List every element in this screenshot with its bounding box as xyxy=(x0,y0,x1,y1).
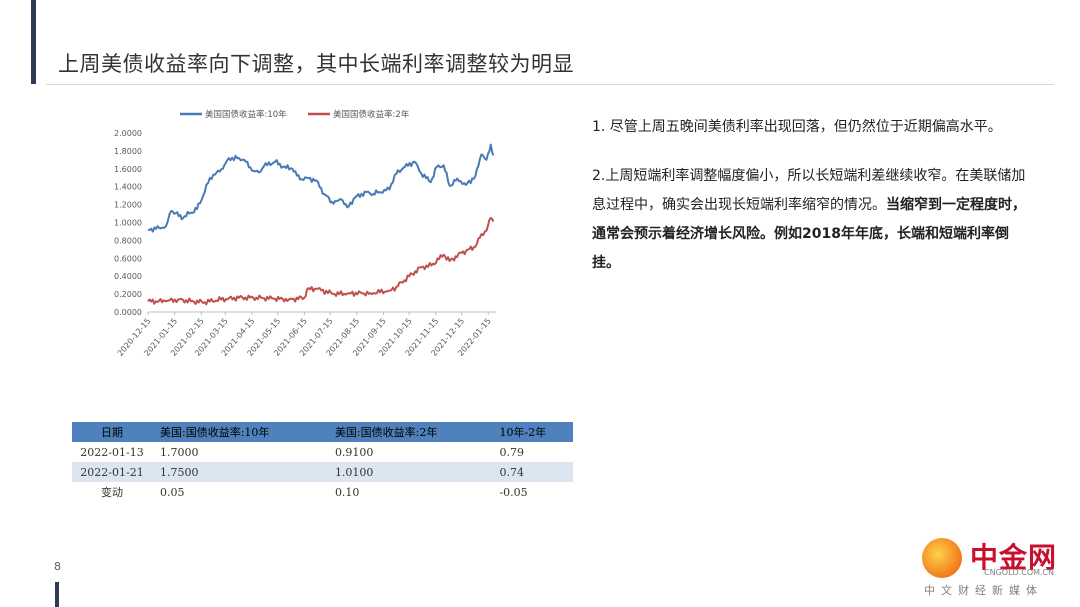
table-cell: 变动 xyxy=(101,486,123,499)
logo-domain: CNGOLD.COM.CN xyxy=(984,568,1055,577)
table-row: 变动 0.05 0.10 -0.05 xyxy=(72,482,573,502)
legend-label-10y: 美国国债收益率:10年 xyxy=(205,109,287,120)
y-tick-label: 1.6000 xyxy=(114,165,142,174)
footer-accent-bar xyxy=(55,582,59,607)
y-tick-label: 1.2000 xyxy=(114,201,142,210)
y-tick-label: 0.8000 xyxy=(114,236,142,245)
y-tick-label: 0.4000 xyxy=(114,272,142,281)
yield-table: 日期 美国:国债收益率:10年 美国:国债收益率:2年 10年-2年 2022-… xyxy=(72,422,573,502)
legend: 美国国债收益率:10年 美国国债收益率:2年 xyxy=(180,109,410,120)
logo-wordmark: 中金网 xyxy=(970,541,1058,574)
table-header-10y: 美国:国债收益率:10年 xyxy=(152,422,327,442)
y-tick-label: 1.0000 xyxy=(114,219,142,228)
table-cell: 0.74 xyxy=(491,462,573,482)
table-header-spread: 10年-2年 xyxy=(491,422,573,442)
note-2: 2.上周短端利率调整幅度偏小，所以长短端利差继续收窄。在美联储加息过程中，确实会… xyxy=(592,162,1032,278)
title-divider xyxy=(46,84,1054,85)
y-tick-label: 1.8000 xyxy=(114,147,142,156)
logo-tagline: 中文财经新媒体 xyxy=(924,584,1043,597)
commentary: 1. 尽管上周五晚间美债利率出现回落，但仍然位于近期偏高水平。 2.上周短端利率… xyxy=(592,113,1032,298)
table-cell: 1.0100 xyxy=(326,462,492,482)
logo-emblem-icon xyxy=(922,538,962,578)
table-header-date: 日期 xyxy=(72,422,152,442)
series-line-2y xyxy=(147,217,495,306)
table-header-2y: 美国:国债收益率:2年 xyxy=(326,422,492,442)
y-tick-label: 0.6000 xyxy=(114,254,142,263)
note-2-emphasis: 当缩窄到一定程度时，通常会预示着经济增长风险。例如2018年年底，长端和短端利率… xyxy=(592,197,1026,271)
table-cell: 0.10 xyxy=(334,485,360,499)
legend-label-2y: 美国国债收益率:2年 xyxy=(333,109,410,120)
table-header-row: 日期 美国:国债收益率:10年 美国:国债收益率:2年 10年-2年 xyxy=(72,422,573,442)
table-row: 2022-01-13 1.7000 0.9100 0.79 xyxy=(72,442,573,462)
table-cell: 0.79 xyxy=(499,445,524,459)
y-axis: 2.0000 1.8000 1.6000 1.4000 1.2000 1.0000 0.80… xyxy=(114,129,142,317)
table-cell: 0.05 xyxy=(160,485,185,499)
y-tick-label: 1.4000 xyxy=(114,183,142,192)
table-cell: 1.7500 xyxy=(152,462,327,482)
y-tick-label: 0.0000 xyxy=(114,308,142,317)
page-number: 8 xyxy=(54,560,61,573)
brand-logo: 中金网 CNGOLD.COM.CN 中文财经新媒体 xyxy=(912,532,1072,602)
table-row: 2022-01-21 1.7500 1.0100 0.74 xyxy=(72,462,573,482)
table-cell: 1.7000 xyxy=(160,445,199,459)
table-cell: 2022-01-13 xyxy=(80,445,144,459)
table-cell: 2022-01-21 xyxy=(72,462,152,482)
y-tick-label: 0.2000 xyxy=(114,290,142,299)
y-tick-label: 2.0000 xyxy=(114,129,142,138)
series-line-10y xyxy=(147,143,495,233)
yield-line-chart: 美国国债收益率:10年 美国国债收益率:2年 2.0000 1.8000 1.600… xyxy=(114,109,496,358)
slide-title: 上周美债收益率向下调整，其中长端利率调整较为明显 xyxy=(58,52,574,76)
note-1: 1. 尽管上周五晚间美债利率出现回落，但仍然位于近期偏高水平。 xyxy=(592,119,1002,135)
note-2-plain: 2.上周短端利率调整幅度偏小，所以长短端利差继续收窄。在美联储加息过程中，确实会… xyxy=(592,168,1026,213)
table-cell: 0.9100 xyxy=(334,445,374,459)
table-cell: -0.05 xyxy=(499,485,528,499)
title-accent-bar xyxy=(31,0,36,84)
x-axis: 2020-12-152021-01-152021-02-152021-03-15… xyxy=(116,311,496,358)
